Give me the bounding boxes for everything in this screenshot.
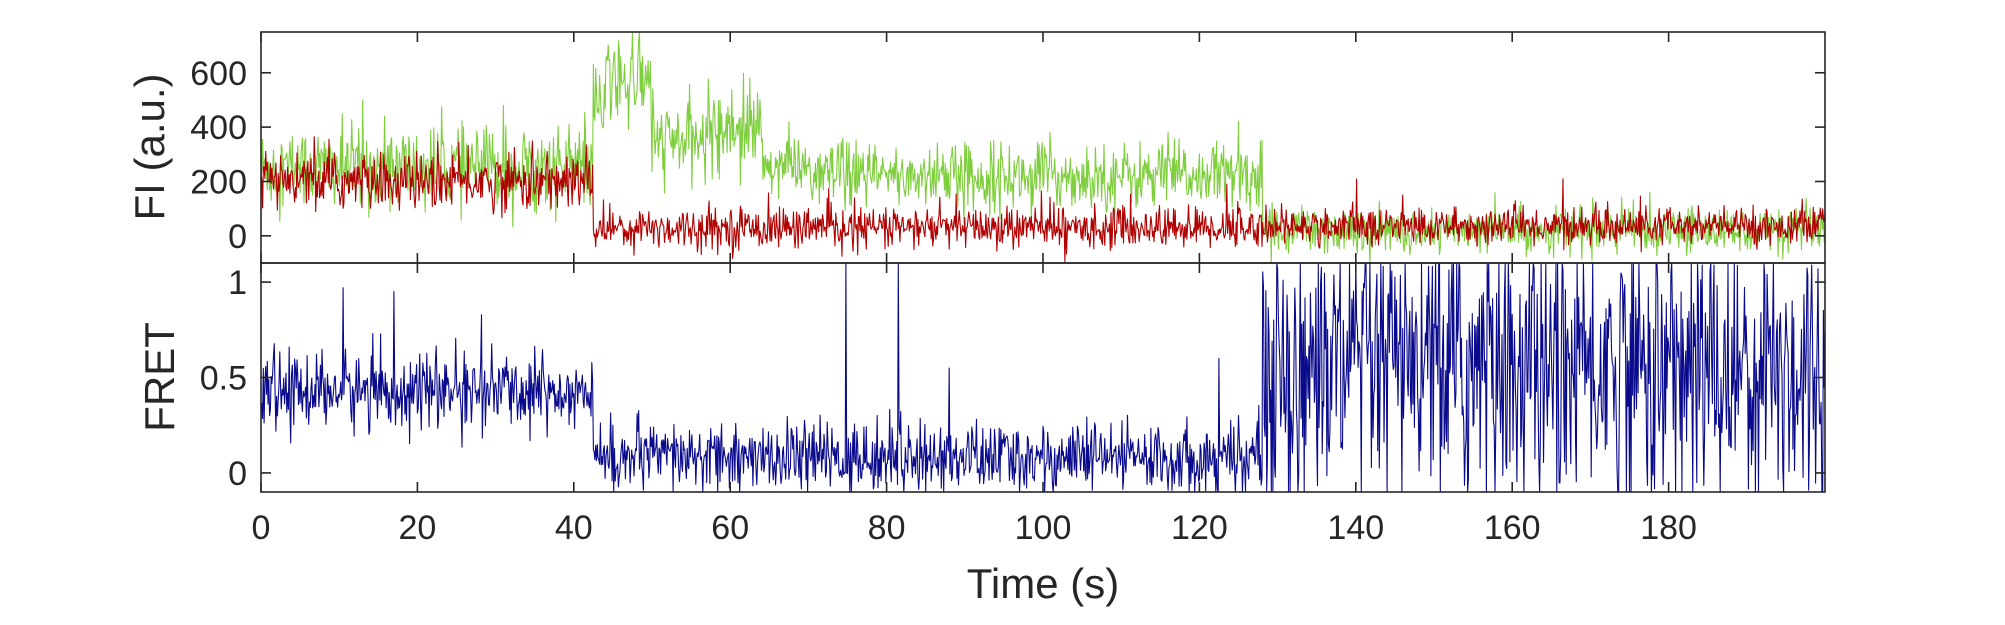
fluorescence-ytick-label: 600 [190, 55, 247, 93]
fret-ytick-label: 0.5 [200, 360, 247, 398]
fret-panel: 0 0.5 1 0 20 40 60 80 100 120 140 160 180 FRET Time … [136, 262, 1826, 607]
fluorescence-panel: 0 200 400 600 FI (a.u.) [126, 31, 1826, 264]
fret-xtick-label: 60 [711, 509, 749, 547]
fluorescence-ytick-label: 0 [228, 218, 247, 256]
fret-xtick-label: 140 [1327, 509, 1384, 547]
fret-ytick-label: 1 [228, 264, 247, 302]
fret-ticks: 0 0.5 1 0 20 40 60 80 100 120 140 160 180 [200, 263, 1825, 547]
fret-xtick-label: 160 [1484, 509, 1541, 547]
fluorescence-series-acceptor-line [261, 136, 1825, 263]
fret-xtick-label: 120 [1171, 509, 1228, 547]
fret-traces [261, 263, 1825, 492]
fret-xtick-label: 100 [1015, 509, 1072, 547]
fret-ylabel: FRET [136, 322, 183, 432]
fret-xtick-label: 20 [398, 509, 436, 547]
fluorescence-ylabel: FI (a.u.) [126, 73, 173, 220]
fluorescence-ytick-label: 200 [190, 163, 247, 201]
fret-xtick-label: 40 [555, 509, 593, 547]
time-xlabel: Time (s) [967, 560, 1119, 607]
fluorescence-traces [261, 32, 1825, 263]
fret-xtick-label: 0 [252, 509, 271, 547]
fluorescence-ticks: 0 200 400 600 [190, 32, 1825, 263]
fluorescence-ytick-label: 400 [190, 109, 247, 147]
fret-series-fret-line [261, 263, 1825, 492]
fret-xtick-label: 180 [1640, 509, 1697, 547]
fret-xtick-label: 80 [868, 509, 906, 547]
fret-ytick-label: 0 [228, 455, 247, 493]
